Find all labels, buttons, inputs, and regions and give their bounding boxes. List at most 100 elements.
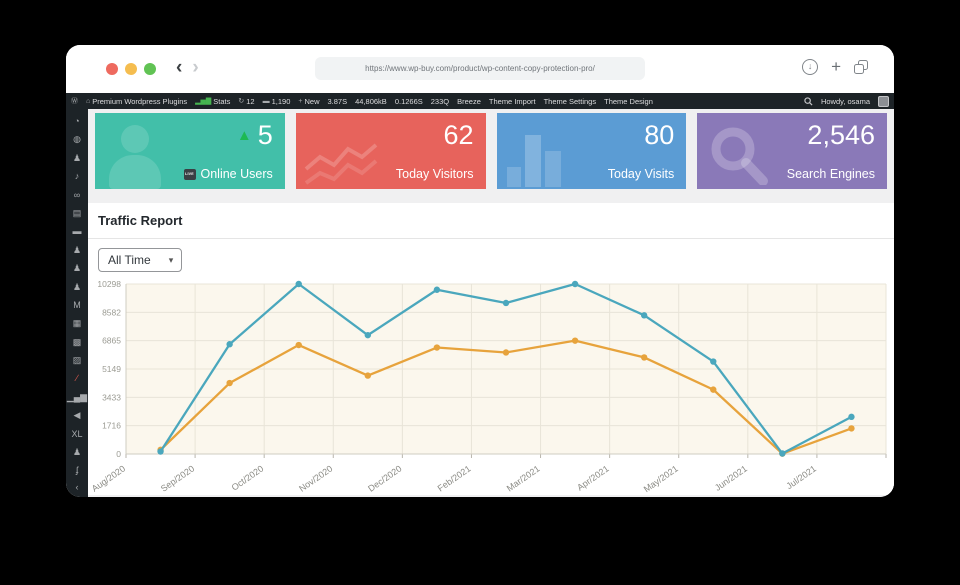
brush-icon[interactable]: ∕: [76, 373, 78, 384]
svg-text:Jun/2021: Jun/2021: [713, 463, 749, 492]
media-icon[interactable]: ♪: [74, 171, 80, 182]
new-tab-button[interactable]: +: [831, 57, 841, 76]
megaphone-icon[interactable]: ◀: [73, 410, 81, 421]
admin-bar-item-label: 0.1266S: [394, 96, 423, 106]
admin-bar-item-stats-bars-icon[interactable]: ▂▅▇ Stats: [195, 97, 230, 106]
admin-bar-item[interactable]: 0.1266S: [395, 97, 423, 106]
person-icon: [103, 123, 169, 189]
browser-toolbar: ‹ › https://www.wp-buy.com/product/wp-co…: [66, 45, 894, 93]
pages-icon[interactable]: ▤: [72, 207, 82, 218]
magnifier-icon: [709, 125, 771, 189]
forward-button[interactable]: ›: [192, 57, 199, 78]
admin-bar-item[interactable]: Theme Design: [604, 97, 653, 106]
search-icon[interactable]: [804, 96, 813, 106]
xl-plugin-label[interactable]: XL: [71, 428, 83, 439]
zoom-window-button[interactable]: [144, 63, 156, 75]
traffic-chart: 0 1716 3433 5149 6865 8582 10298 Aug/2020 Sep/20…: [90, 279, 887, 494]
panel-title: Traffic Report: [98, 213, 183, 228]
admin-bar-item[interactable]: Theme Settings: [544, 97, 597, 106]
live-badge-icon: LIVE: [183, 168, 196, 180]
stats-circle-icon[interactable]: ◍: [73, 134, 81, 145]
update-icon: ↻: [238, 98, 245, 105]
avatar[interactable]: [878, 95, 889, 107]
plugin-pin-icon-3[interactable]: ♟: [72, 281, 82, 292]
trend-up-icon: ▲: [236, 126, 252, 144]
dashboard-content: ▲ 5 LIVE Online Users: [88, 109, 894, 497]
downloads-icon[interactable]: ↓: [802, 59, 819, 75]
svg-text:0: 0: [116, 449, 121, 459]
wp-admin-bar: Ⓦ ⌂ Premium Wordpress Plugins ▂▅▇ Stats ↻ 12 ▬ 1…: [66, 93, 894, 109]
plugin-pin-icon[interactable]: ♟: [72, 244, 82, 255]
admin-bar-item-home-icon[interactable]: ⌂ Premium Wordpress Plugins: [86, 97, 187, 106]
admin-bar-item[interactable]: 44,806kB: [355, 97, 387, 106]
admin-bar-item-label: Stats: [213, 96, 231, 106]
svg-text:10298: 10298: [97, 279, 121, 289]
admin-bar-item-label: Theme Import: [488, 96, 536, 106]
svg-text:Apr/2021: Apr/2021: [575, 463, 611, 492]
online-users-card[interactable]: ▲ 5 LIVE Online Users: [95, 113, 285, 189]
templates-icon[interactable]: ▩: [72, 336, 82, 347]
admin-bar-item-wordpress-logo-icon[interactable]: Ⓦ: [71, 96, 78, 106]
today-visits-value: 80: [644, 120, 675, 150]
search-engines-card[interactable]: 2,546 Search Engines: [697, 113, 887, 189]
pin-icon[interactable]: ♟: [72, 447, 82, 458]
toolbar-actions: ↓ +: [802, 57, 868, 76]
posts-pin-icon[interactable]: ♟: [72, 152, 82, 163]
forms-icon[interactable]: ▦: [72, 318, 82, 329]
nav-arrows: ‹ ›: [176, 55, 199, 81]
today-visits-label: Today Visits: [607, 167, 675, 181]
feather-icon[interactable]: ʄ: [75, 465, 79, 476]
chevron-down-icon: ▾: [168, 254, 174, 265]
dashboard-icon[interactable]: ◔: [74, 116, 80, 126]
today-visits-card[interactable]: 80 Today Visits: [496, 113, 687, 189]
widgets-icon[interactable]: ▨: [72, 355, 82, 366]
admin-bar-item-label: Theme Design: [604, 96, 653, 106]
admin-bar-item-label: 3.87S: [327, 96, 348, 106]
svg-text:5149: 5149: [102, 364, 121, 374]
url-text: https://www.wp-buy.com/product/wp-conten…: [365, 64, 595, 73]
svg-text:Oct/2020: Oct/2020: [230, 463, 266, 492]
plugin-pin-icon-2[interactable]: ♟: [72, 263, 82, 274]
stat-cards: ▲ 5 LIVE Online Users: [88, 109, 894, 189]
admin-bar-right: Howdy, osama: [804, 95, 889, 107]
close-window-button[interactable]: [106, 63, 118, 75]
today-visitors-card[interactable]: 62 Today Visitors: [295, 113, 486, 189]
comments-icon[interactable]: ▬: [72, 226, 82, 237]
admin-bar-item-comments-icon[interactable]: ▬ 1,190: [263, 97, 291, 106]
mail-icon[interactable]: M: [73, 299, 81, 310]
admin-bar-item[interactable]: 3.87S: [328, 97, 348, 106]
stats-bars-icon[interactable]: ▁▄▆: [66, 391, 88, 402]
admin-bar-item-label: Theme Settings: [543, 96, 597, 106]
online-users-label: Online Users: [200, 167, 273, 181]
search-engines-value: 2,546: [807, 120, 875, 150]
back-button[interactable]: ‹: [176, 57, 183, 78]
admin-bar-item-plus-icon[interactable]: + New: [298, 97, 319, 106]
admin-bar-item-label: 44,806kB: [355, 96, 387, 106]
traffic-report-panel: Traffic Report All Time ▾ 0 1716 3433 5149 6…: [88, 203, 894, 495]
browser-window: ‹ › https://www.wp-buy.com/product/wp-co…: [66, 45, 894, 497]
howdy-user-menu[interactable]: Howdy, osama: [820, 96, 870, 106]
links-icon[interactable]: ∞: [73, 189, 81, 200]
admin-bar-item[interactable]: 233Q: [431, 97, 449, 106]
plus-icon: +: [298, 97, 303, 105]
svg-text:3433: 3433: [102, 392, 121, 402]
wordpress-logo-icon: Ⓦ: [71, 98, 78, 105]
admin-bar-item[interactable]: Theme Import: [489, 97, 536, 106]
comments-icon: ▬: [262, 97, 270, 105]
minimize-window-button[interactable]: [125, 63, 137, 75]
admin-bar-item-label: Breeze: [457, 96, 481, 106]
svg-text:Jul/2021: Jul/2021: [784, 463, 818, 491]
admin-bar-item[interactable]: Breeze: [457, 97, 481, 106]
time-range-select[interactable]: All Time ▾: [98, 248, 183, 272]
svg-text:8582: 8582: [102, 307, 121, 317]
today-visitors-value: 62: [443, 120, 474, 150]
svg-text:Aug/2020: Aug/2020: [90, 463, 127, 493]
wp-admin-sidebar: ◔ ◍ ♟ ♪ ∞ ▤ ▬ ♟ ♟ ♟ M ▦ ▩ ▨ ∕ ▁▄▆ ◀ XL ♟ ʄ ‹: [66, 109, 88, 497]
admin-bar-item-update-icon[interactable]: ↻ 12: [238, 97, 254, 106]
collapse-menu-icon[interactable]: ‹: [75, 482, 79, 492]
admin-bar-item-label: 12: [246, 96, 255, 106]
bar-chart-icon: [505, 131, 575, 189]
tab-overview-icon[interactable]: [854, 60, 868, 74]
address-bar[interactable]: https://www.wp-buy.com/product/wp-conten…: [315, 57, 645, 80]
